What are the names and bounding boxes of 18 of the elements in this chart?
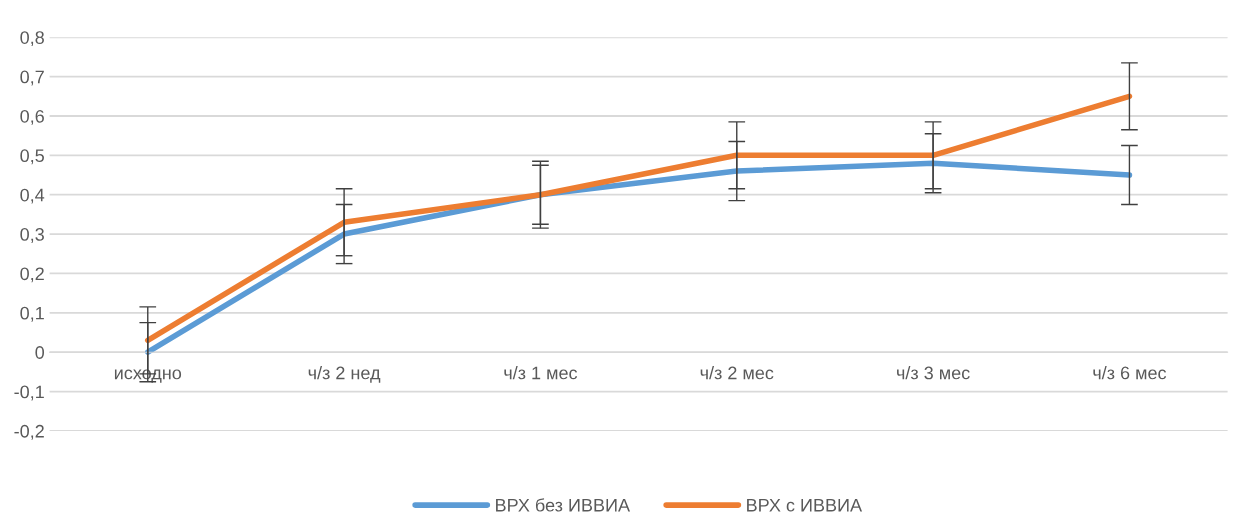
y-tick-label: -0,1 [14, 385, 44, 401]
legend-label: ВРХ с ИВВИА [747, 499, 863, 512]
y-tick-label: 0,6 [20, 109, 44, 125]
x-tick-label: ч/з 3 мес [897, 366, 970, 380]
x-tick-label: ч/з 1 мес [504, 366, 578, 380]
y-tick-label: 0,7 [20, 70, 44, 86]
y-tick-label: 0,1 [20, 306, 44, 322]
y-tick-label: 0,4 [20, 188, 45, 204]
y-tick-label: 0,2 [20, 267, 44, 283]
y-tick-label: -0,2 [14, 424, 44, 440]
y-tick-label: 0,3 [20, 228, 44, 243]
y-tick-label: 0 [35, 346, 45, 359]
legend-label: ВРХ без ИВВИА [496, 498, 631, 512]
x-tick-label: ч/з 2 мес [700, 366, 774, 380]
x-tick-label: ч/з 2 нед [308, 366, 381, 383]
y-tick-label: 0,5 [20, 149, 44, 165]
x-tick-label: ч/з 6 мес [1093, 366, 1167, 380]
y-tick-label: 0,8 [20, 31, 44, 47]
